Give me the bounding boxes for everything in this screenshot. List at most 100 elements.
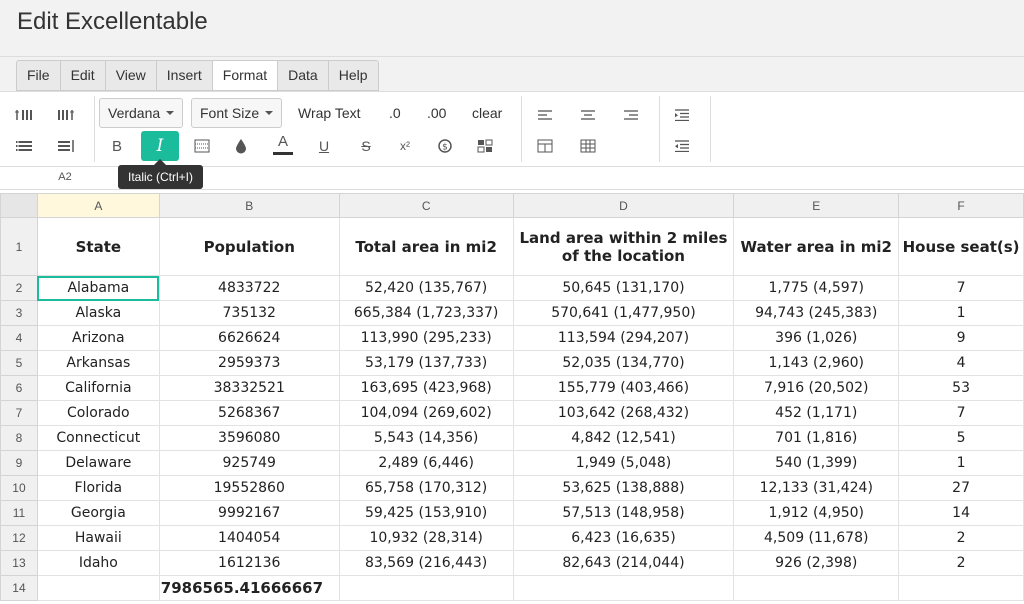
menu-edit[interactable]: Edit — [61, 61, 106, 90]
table-cell[interactable]: 52,035 (134,770) — [512, 350, 735, 376]
currency-icon[interactable]: $ — [427, 132, 463, 160]
table-cell[interactable]: Delaware — [36, 450, 160, 476]
table-cell[interactable] — [36, 575, 160, 601]
table-cell[interactable]: 83,569 (216,443) — [338, 550, 514, 576]
table-cell[interactable]: 1,949 (5,048) — [512, 450, 735, 476]
table-cell[interactable]: 7,916 (20,502) — [733, 375, 900, 401]
table-cell[interactable]: 396 (1,026) — [733, 325, 900, 351]
table-cell[interactable]: Connecticut — [36, 425, 160, 451]
selected-cell[interactable]: Alabama — [36, 275, 160, 301]
table-cell[interactable]: 57,513 (148,958) — [512, 500, 735, 526]
column-header-c[interactable]: C — [338, 193, 514, 218]
row-header[interactable]: 12 — [0, 525, 38, 551]
table-cell[interactable]: 735132 — [158, 300, 340, 326]
delete-column-icon[interactable] — [48, 132, 84, 160]
decrease-indent-icon[interactable] — [664, 132, 700, 160]
table-cell[interactable]: 82,643 (214,044) — [512, 550, 735, 576]
table-cell[interactable]: 2 — [898, 525, 1024, 551]
font-family-dropdown[interactable]: Verdana — [99, 98, 184, 128]
table-cell[interactable]: 5268367 — [158, 400, 340, 426]
text-color-button[interactable]: A — [265, 130, 301, 158]
header-cell[interactable]: Population — [158, 217, 340, 276]
merge-cells-icon[interactable] — [527, 132, 563, 160]
table-cell[interactable]: 1,912 (4,950) — [733, 500, 900, 526]
strikethrough-button[interactable]: S — [361, 138, 371, 154]
row-header[interactable]: 9 — [0, 450, 38, 476]
align-left-icon[interactable] — [527, 101, 563, 129]
bold-button[interactable]: B — [111, 137, 122, 155]
table-cell[interactable]: 7 — [898, 400, 1024, 426]
row-header[interactable]: 7 — [0, 400, 38, 426]
table-cell[interactable]: 4 — [898, 350, 1024, 376]
row-header[interactable]: 5 — [0, 350, 38, 376]
row-header[interactable]: 3 — [0, 300, 38, 326]
table-cell[interactable]: Arkansas — [36, 350, 160, 376]
table-cell[interactable]: 701 (1,816) — [733, 425, 900, 451]
row-header[interactable]: 6 — [0, 375, 38, 401]
table-cell[interactable] — [898, 575, 1024, 601]
table-cell[interactable]: 5 — [898, 425, 1024, 451]
menu-insert[interactable]: Insert — [157, 61, 213, 90]
column-header-d[interactable]: D — [512, 193, 735, 218]
table-cell[interactable]: Hawaii — [36, 525, 160, 551]
table-cell[interactable]: 2,489 (6,446) — [338, 450, 514, 476]
row-header[interactable]: 8 — [0, 425, 38, 451]
table-cell[interactable]: 103,642 (268,432) — [512, 400, 735, 426]
table-cell[interactable]: 155,779 (403,466) — [512, 375, 735, 401]
decrease-decimal-button[interactable]: .0 — [389, 105, 401, 121]
italic-button[interactable]: I — [141, 131, 179, 161]
table-cell[interactable]: 7 — [898, 275, 1024, 301]
borders-icon[interactable] — [184, 132, 220, 160]
table-cell[interactable]: Arizona — [36, 325, 160, 351]
table-cell[interactable]: 1404054 — [158, 525, 340, 551]
table-cell[interactable]: 4833722 — [158, 275, 340, 301]
table-cell[interactable]: 926 (2,398) — [733, 550, 900, 576]
table-cell[interactable]: 1 — [898, 300, 1024, 326]
select-all-corner[interactable] — [0, 193, 38, 218]
insert-row-above-icon[interactable] — [6, 101, 42, 129]
table-cell[interactable]: 4,509 (11,678) — [733, 525, 900, 551]
table-cell[interactable]: 1,143 (2,960) — [733, 350, 900, 376]
header-cell[interactable]: Total area in mi2 — [338, 217, 514, 276]
row-header[interactable]: 2 — [0, 275, 38, 301]
delete-row-icon[interactable] — [6, 132, 42, 160]
table-cell[interactable]: 113,594 (294,207) — [512, 325, 735, 351]
table-cell[interactable]: 14 — [898, 500, 1024, 526]
table-cell[interactable]: 12,133 (31,424) — [733, 475, 900, 501]
table-cell[interactable]: 163,695 (423,968) — [338, 375, 514, 401]
header-cell[interactable]: House seat(s) — [898, 217, 1024, 276]
table-cell[interactable]: 6626624 — [158, 325, 340, 351]
superscript-button[interactable]: x² — [400, 139, 410, 153]
align-right-icon[interactable] — [613, 101, 649, 129]
table-cell[interactable]: 9992167 — [158, 500, 340, 526]
increase-indent-icon[interactable] — [664, 101, 700, 129]
menu-view[interactable]: View — [106, 61, 157, 90]
table-cell[interactable]: 65,758 (170,312) — [338, 475, 514, 501]
fill-color-icon[interactable] — [223, 132, 259, 160]
header-cell[interactable]: Land area within 2 miles of the location — [512, 217, 735, 276]
column-header-a[interactable]: A — [36, 193, 160, 218]
font-size-dropdown[interactable]: Font Size — [191, 98, 283, 128]
table-cell[interactable]: Florida — [36, 475, 160, 501]
menu-format[interactable]: Format — [212, 61, 279, 90]
table-cell[interactable]: 1,775 (4,597) — [733, 275, 900, 301]
row-header[interactable]: 11 — [0, 500, 38, 526]
table-cell[interactable]: 104,094 (269,602) — [338, 400, 514, 426]
table-cell[interactable]: 2 — [898, 550, 1024, 576]
table-cell[interactable]: 27 — [898, 475, 1024, 501]
table-cell[interactable]: 1612136 — [158, 550, 340, 576]
table-cell[interactable]: 53,179 (137,733) — [338, 350, 514, 376]
table-cell[interactable] — [512, 575, 735, 601]
table-cell[interactable]: 10,932 (28,314) — [338, 525, 514, 551]
table-cell[interactable]: 53,625 (138,888) — [512, 475, 735, 501]
table-cell[interactable]: 50,645 (131,170) — [512, 275, 735, 301]
table-cell[interactable]: 925749 — [158, 450, 340, 476]
row-header[interactable]: 14 — [0, 575, 38, 601]
column-header-e[interactable]: E — [733, 193, 900, 218]
header-cell[interactable]: State — [36, 217, 160, 276]
clear-button[interactable]: clear — [472, 105, 503, 121]
table-cell[interactable]: 570,641 (1,477,950) — [512, 300, 735, 326]
increase-decimal-button[interactable]: .00 — [427, 105, 447, 121]
align-center-icon[interactable] — [570, 101, 606, 129]
table-cell[interactable]: 53 — [898, 375, 1024, 401]
